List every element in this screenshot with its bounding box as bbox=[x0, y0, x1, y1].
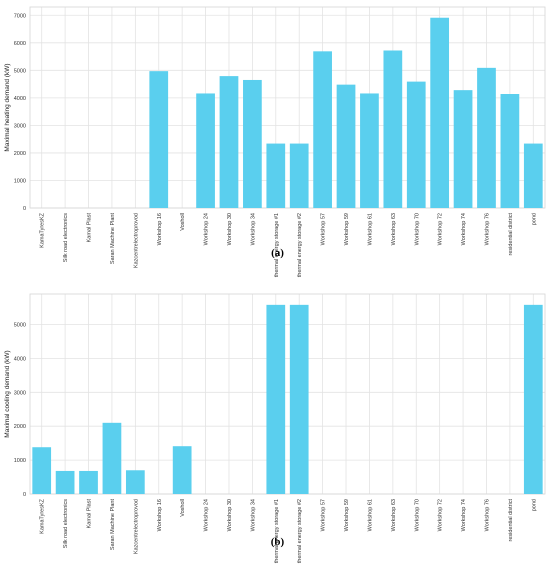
x-tick-label: Workshop 24 bbox=[204, 499, 210, 531]
x-tick-label: Workshop 24 bbox=[204, 213, 210, 245]
y-tick-label: 7000 bbox=[14, 13, 26, 19]
chart-panel-1: 0 1000 2000 3000 4000 5000 6000 7000 KamaTyresKZ… bbox=[4, 6, 546, 277]
x-tick-label: thermal energy storage #1 bbox=[274, 213, 280, 277]
x-tick-label: Workshop 72 bbox=[438, 213, 444, 245]
y-tick-label: 2000 bbox=[14, 424, 26, 430]
y-tick-label: 4000 bbox=[14, 96, 26, 102]
x-tick-label: KamaTyresKZ bbox=[40, 212, 46, 247]
x-tick-label: Workshop 74 bbox=[461, 499, 467, 531]
x-tick-label: Workshop 70 bbox=[414, 499, 420, 531]
x-tick-label: pond bbox=[531, 213, 537, 225]
x-tick-label: Silk road electronics bbox=[63, 213, 69, 262]
bar bbox=[125, 470, 145, 494]
bar bbox=[289, 143, 309, 208]
bar bbox=[500, 94, 520, 208]
x-tick-label: Workshop 30 bbox=[227, 499, 233, 531]
bar bbox=[336, 84, 356, 208]
x-tick-label: Workshop 63 bbox=[391, 499, 397, 531]
bar bbox=[266, 304, 286, 494]
x-tick-label: residential district bbox=[508, 499, 514, 542]
y-tick-label: 3000 bbox=[14, 123, 26, 129]
x-tick-label: Saran Machine Plant bbox=[110, 213, 116, 265]
plot-frame bbox=[29, 293, 546, 495]
bar bbox=[313, 51, 332, 208]
x-tick-label: Workshop 74 bbox=[461, 213, 467, 245]
bar bbox=[523, 143, 543, 208]
y-tick-label: 1000 bbox=[14, 178, 26, 184]
x-tick-label: Workshop 76 bbox=[484, 213, 490, 245]
x-tick-label: thermal energy storage #2 bbox=[297, 213, 303, 277]
bar bbox=[289, 304, 309, 494]
x-tick-label: Workshop 57 bbox=[321, 499, 327, 531]
y-tick-label: 0 bbox=[23, 206, 26, 212]
panel-label: (b) bbox=[271, 536, 285, 548]
bar bbox=[172, 446, 192, 494]
bar bbox=[523, 304, 543, 494]
bar bbox=[360, 93, 379, 208]
x-tick-label: Workshop 59 bbox=[344, 213, 350, 245]
x-tick-label: Workshop 59 bbox=[344, 499, 350, 531]
x-tick-label: Workshop 57 bbox=[321, 213, 327, 245]
y-axis-label: Maximal heating demand (kW) bbox=[4, 63, 11, 151]
x-tick-label: thermal energy storage #1 bbox=[274, 499, 280, 563]
x-tick-label: KamaTyresKZ bbox=[40, 498, 46, 533]
y-axis-label: Maximal cooling demand (kW) bbox=[4, 350, 11, 437]
x-tick-label: Kazcentrelectroprovod bbox=[133, 499, 139, 554]
x-tick-label: Workshop 76 bbox=[484, 499, 490, 531]
x-tick-label: Vosholl bbox=[180, 499, 186, 517]
bar bbox=[477, 67, 496, 209]
x-tick-label: Kamal Plast bbox=[87, 499, 93, 529]
bar bbox=[406, 81, 426, 208]
x-tick-label: Workshop 34 bbox=[250, 499, 256, 531]
x-tick-label: Vosholl bbox=[180, 213, 186, 231]
y-tick-label: 5000 bbox=[14, 323, 26, 329]
y-tick-label: 2000 bbox=[14, 151, 26, 157]
bar bbox=[243, 79, 262, 208]
x-tick-label: Workshop 61 bbox=[367, 499, 373, 531]
x-tick-label: Kamal Plast bbox=[87, 213, 93, 243]
x-tick-label: Workshop 61 bbox=[367, 213, 373, 245]
bar bbox=[453, 90, 473, 208]
y-tick-label: 6000 bbox=[14, 41, 26, 47]
x-tick-label: pond bbox=[531, 499, 537, 511]
x-tick-label: Workshop 30 bbox=[227, 213, 233, 245]
bar bbox=[55, 470, 75, 494]
y-tick-label: 0 bbox=[23, 492, 26, 498]
bar bbox=[383, 50, 403, 209]
x-tick-label: Workshop 16 bbox=[157, 499, 163, 531]
y-tick-label: 4000 bbox=[14, 356, 26, 362]
bar bbox=[149, 71, 169, 209]
bar bbox=[79, 470, 98, 494]
bar bbox=[196, 93, 215, 208]
x-tick-label: Workshop 34 bbox=[250, 213, 256, 245]
y-tick-label: 5000 bbox=[14, 68, 26, 74]
panel-label: (a) bbox=[271, 247, 284, 259]
bar bbox=[102, 422, 122, 494]
x-tick-label: Workshop 70 bbox=[414, 213, 420, 245]
x-tick-label: thermal energy storage #2 bbox=[297, 499, 303, 563]
bar bbox=[430, 17, 450, 208]
x-tick-label: Saran Machine Plant bbox=[110, 499, 116, 551]
bar bbox=[32, 447, 52, 494]
y-tick-label: 3000 bbox=[14, 390, 26, 396]
plot-frame bbox=[29, 6, 546, 209]
y-tick-label: 1000 bbox=[14, 458, 26, 464]
x-tick-label: Workshop 63 bbox=[391, 213, 397, 245]
x-tick-label: Workshop 16 bbox=[157, 213, 163, 245]
bar bbox=[266, 143, 286, 208]
x-tick-label: Silk road electronics bbox=[63, 499, 69, 548]
chart-panel-2: 0 1000 2000 3000 4000 5000 KamaTyresKZ Silk roa… bbox=[4, 293, 546, 563]
x-tick-label: Workshop 72 bbox=[438, 499, 444, 531]
bar bbox=[219, 76, 239, 208]
x-tick-label: Kazcentrelectroprovod bbox=[133, 213, 139, 268]
x-tick-label: residential district bbox=[508, 213, 514, 256]
